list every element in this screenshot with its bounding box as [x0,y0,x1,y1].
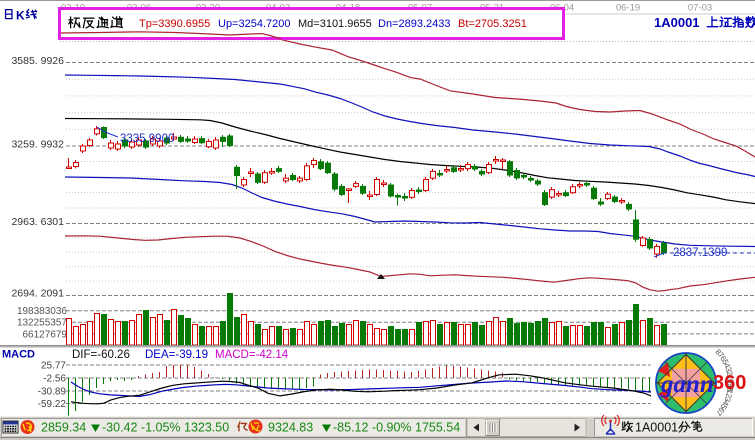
svg-text:4: 4 [722,362,732,370]
svg-text:MACD: MACD [2,349,35,361]
svg-text:07-03: 07-03 [688,3,712,14]
svg-text:1A0001: 1A0001 [635,421,678,435]
svg-text:-85.12 -0.90% 1755.54: -85.12 -0.90% 1755.54 [333,421,460,435]
svg-text:K: K [16,9,25,23]
svg-text:-2.56: -2.56 [43,374,66,385]
svg-text:MACD=-42.14: MACD=-42.14 [215,349,289,361]
svg-text:5: 5 [718,402,728,411]
svg-text:Md=3101.9655: Md=3101.9655 [298,18,372,30]
svg-text:132255357: 132255357 [17,318,67,329]
svg-text:2: 2 [725,370,735,377]
svg-text:25.77: 25.77 [41,361,66,372]
svg-text:7: 7 [714,408,724,418]
svg-text:gann: gann [660,371,714,398]
svg-text:3259. 9932: 3259. 9932 [11,139,64,151]
svg-text:6: 6 [716,405,726,414]
svg-text:Dn=2893.2433: Dn=2893.2433 [378,18,450,30]
svg-text:DIF=-60.26: DIF=-60.26 [72,349,130,361]
svg-text:66127679: 66127679 [23,329,68,340]
svg-text:9: 9 [726,383,735,388]
svg-text:0: 0 [726,379,735,384]
svg-text:-30.42 -1.05% 1323.50: -30.42 -1.05% 1323.50 [102,421,229,435]
svg-text:1A0001: 1A0001 [654,15,700,30]
svg-text:6: 6 [718,354,728,363]
svg-text:2963. 6301: 2963. 6301 [11,216,64,228]
svg-text:1: 1 [725,375,735,381]
svg-text:2: 2 [724,392,734,399]
svg-text:9324.83: 9324.83 [268,421,313,435]
svg-text:5: 5 [720,358,730,367]
svg-text:06-19: 06-19 [616,3,640,14]
svg-text:2859.34: 2859.34 [41,421,86,435]
svg-text:8: 8 [713,347,723,357]
svg-text:Tp=3390.6955: Tp=3390.6955 [139,18,210,30]
svg-text:3335.9900: 3335.9900 [120,133,174,145]
svg-text:3: 3 [723,366,733,374]
svg-text:0: 0 [726,385,735,391]
svg-text:198383036: 198383036 [17,306,67,317]
svg-text:DEA=-39.19: DEA=-39.19 [145,349,208,361]
svg-text:3: 3 [722,396,732,404]
svg-text:-30.89: -30.89 [38,387,67,398]
svg-text:360: 360 [713,372,746,394]
svg-text:3585. 9926: 3585. 9926 [11,55,64,67]
svg-text:7: 7 [716,351,726,361]
svg-text:8: 8 [725,387,735,393]
svg-text:1: 1 [725,389,735,396]
svg-text:4: 4 [720,399,730,408]
svg-text:-59.22: -59.22 [38,399,67,410]
svg-text:Up=3254.7200: Up=3254.7200 [218,18,290,30]
svg-text:2694. 2091: 2694. 2091 [11,288,64,300]
svg-text:Bt=2705.3251: Bt=2705.3251 [458,18,527,30]
